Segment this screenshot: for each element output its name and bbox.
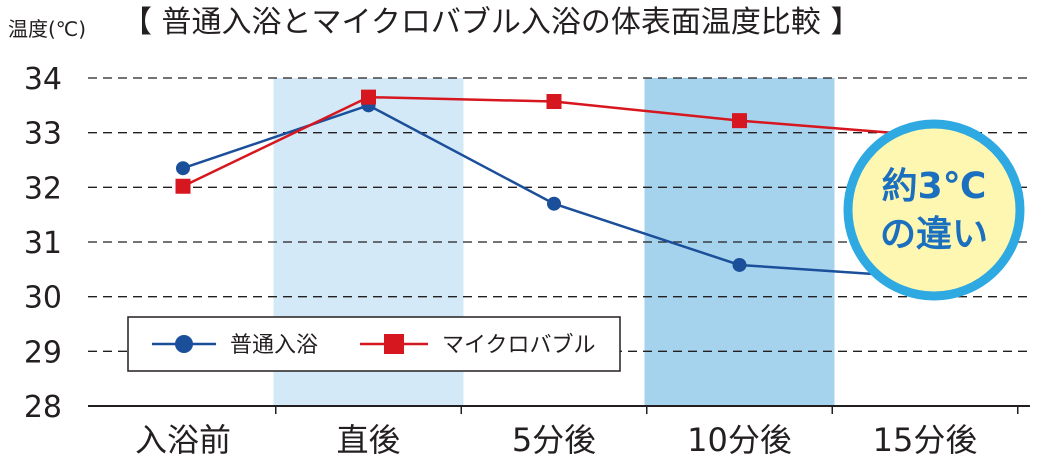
y-tick-label: 30: [24, 281, 62, 316]
legend: 普通入浴 マイクロバブル: [127, 316, 621, 372]
data-point-0: [176, 161, 190, 176]
data-point-1: [732, 113, 747, 129]
data-point-1: [546, 94, 562, 110]
data-point-0: [547, 196, 561, 211]
y-tick-label: 33: [24, 117, 62, 152]
chart-title: 【 普通入浴とマイクロバブル入浴の体表面温度比較 】: [122, 5, 860, 40]
x-tick-label: 15分後: [873, 421, 978, 459]
y-tick-label: 34: [24, 62, 62, 97]
x-tick-labels: 入浴前 直後 5分後 10分後 15分後: [135, 406, 1019, 459]
y-tick-label: 28: [24, 390, 62, 425]
legend-marker-microbubble: [384, 334, 404, 354]
x-tick-label: 直後: [336, 421, 400, 459]
data-point-1: [175, 178, 191, 194]
y-axis-label: 温度(℃): [8, 17, 86, 41]
badge-circle: [843, 119, 1025, 301]
data-point-0: [732, 257, 747, 272]
y-tick-label: 29: [24, 335, 62, 370]
series-markers: [175, 89, 933, 285]
legend-label-microbubble: マイクロバブル: [442, 333, 596, 358]
data-point-1: [361, 89, 376, 105]
y-tick-label: 32: [24, 171, 62, 206]
y-tick-label: 31: [24, 226, 62, 261]
y-tick-labels: 34 33 32 31 30 29 28: [24, 62, 62, 425]
x-tick-label: 5分後: [512, 421, 596, 459]
x-tick-label: 10分後: [687, 421, 792, 459]
legend-marker-normal-bath: [175, 335, 193, 353]
difference-annotation-badge: 約3℃ の違い: [843, 119, 1025, 301]
x-tick-label: 入浴前: [135, 421, 231, 459]
legend-label-normal-bath: 普通入浴: [230, 333, 318, 358]
badge-text-line2: の違い: [880, 214, 988, 255]
badge-text-line1: 約3℃: [882, 166, 987, 207]
